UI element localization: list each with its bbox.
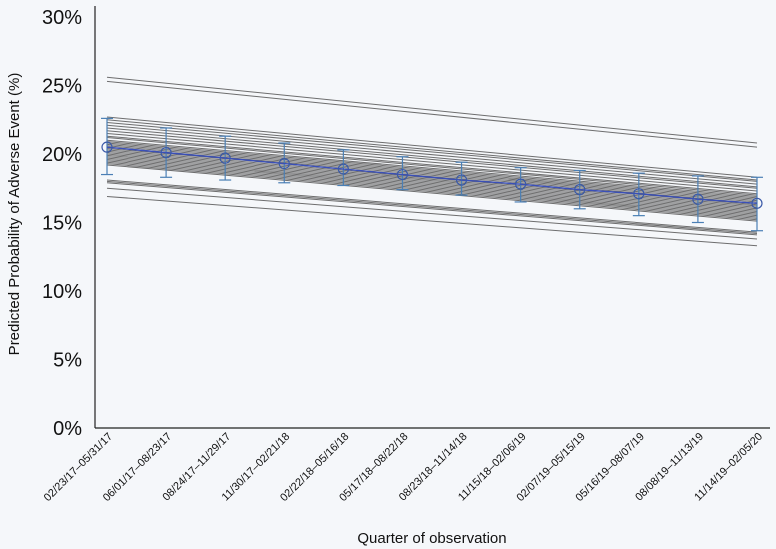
mean-point [337,163,349,175]
y-tick-label: 0% [53,418,82,440]
background-series-line [106,156,758,214]
mean-series-line [106,146,758,205]
background-series-line [106,119,758,181]
mean-point [455,174,468,186]
background-series-line [106,154,758,213]
background-series-line [106,150,758,208]
mean-point [160,147,172,159]
background-series-line [106,182,758,236]
y-axis-label: Predicted Probability of Adverse Event (… [6,73,23,356]
y-tick-label: 20% [42,144,82,166]
background-series-line [106,179,758,233]
y-tick-labels: 0% 5% 10% 15% 20% 25% 30% [42,7,82,440]
background-series-line [106,142,758,200]
background-series-line [106,80,758,148]
background-series-line [106,130,758,189]
background-series-line [106,195,758,247]
background-series-line [106,116,758,178]
background-series-line [106,121,758,182]
background-series-line [106,127,758,188]
background-series-line [106,139,758,197]
mean-point [515,178,527,190]
background-series-line [106,76,758,144]
background-series-line [106,141,758,199]
background-series-line [106,135,758,195]
plot-area [94,6,770,429]
y-tick-label: 5% [53,350,82,372]
background-series-line [106,160,758,218]
mean-point [219,152,231,164]
background-series-group [106,76,758,247]
y-tick-label: 25% [42,76,82,98]
background-series-line [106,164,758,222]
y-tick-label: 30% [42,7,82,29]
x-tick-labels: 02/23/17–05/31/1706/01/17–08/23/1708/24/… [42,431,765,504]
background-series-line [106,145,758,203]
mean-point [101,141,113,153]
y-tick-label: 10% [42,281,82,303]
background-series-line [106,157,758,215]
background-series-line [106,180,758,234]
mean-point [396,168,409,181]
y-tick-label: 15% [42,213,82,235]
mean-point [751,197,763,209]
background-series-line [106,143,758,202]
mean-point [633,188,645,200]
background-series-line [106,152,758,210]
background-series-line [106,158,758,217]
background-series-line [106,124,758,185]
background-series-line [106,132,758,192]
mean-points-group [101,141,763,209]
mean-point [574,184,586,196]
mean-point [692,193,704,205]
background-series-line [106,153,758,211]
background-series-line [106,161,758,219]
mean-point [278,157,290,170]
x-axis-label: Quarter of observation [357,530,506,547]
background-series-line [106,163,758,221]
background-series-line [106,187,758,240]
background-series-line [106,137,758,196]
